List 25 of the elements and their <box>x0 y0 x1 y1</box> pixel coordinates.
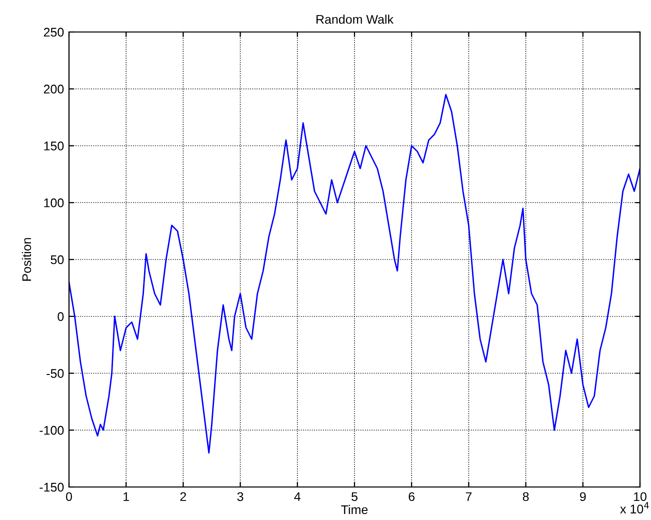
x-axis-title: Time <box>341 504 368 514</box>
y-tick-label: 250 <box>44 28 64 37</box>
x-tick-label: 5 <box>352 492 358 502</box>
y-tick-label: 150 <box>44 142 64 150</box>
x-tick-label: 3 <box>237 492 244 502</box>
y-tick-label: -150 <box>40 482 64 492</box>
y-tick-label: -50 <box>46 369 64 378</box>
y-tick-label: 100 <box>44 198 64 208</box>
x-tick-label: 0 <box>66 492 72 502</box>
x-tick-label: 2 <box>180 492 186 501</box>
x-tick-label: 6 <box>408 492 415 502</box>
x-tick-label: 1 <box>124 492 129 501</box>
x-tick-label: 4 <box>294 492 301 501</box>
y-tick-label: -100 <box>40 426 64 435</box>
chart-title: Random Walk <box>316 14 394 24</box>
x-tick-label: 8 <box>522 492 529 502</box>
y-tick-label: 50 <box>50 255 64 264</box>
y-axis-title: Position <box>22 238 32 281</box>
y-tick-label: 0 <box>58 312 64 322</box>
text: x 10$^{4}$ <box>620 502 649 514</box>
y-tick-label: 200 <box>44 84 64 94</box>
line-series <box>69 94 640 454</box>
x-tick-label: 10 <box>634 492 646 502</box>
x-tick-label: 9 <box>580 492 586 502</box>
x-tick-label: 7 <box>466 492 472 501</box>
